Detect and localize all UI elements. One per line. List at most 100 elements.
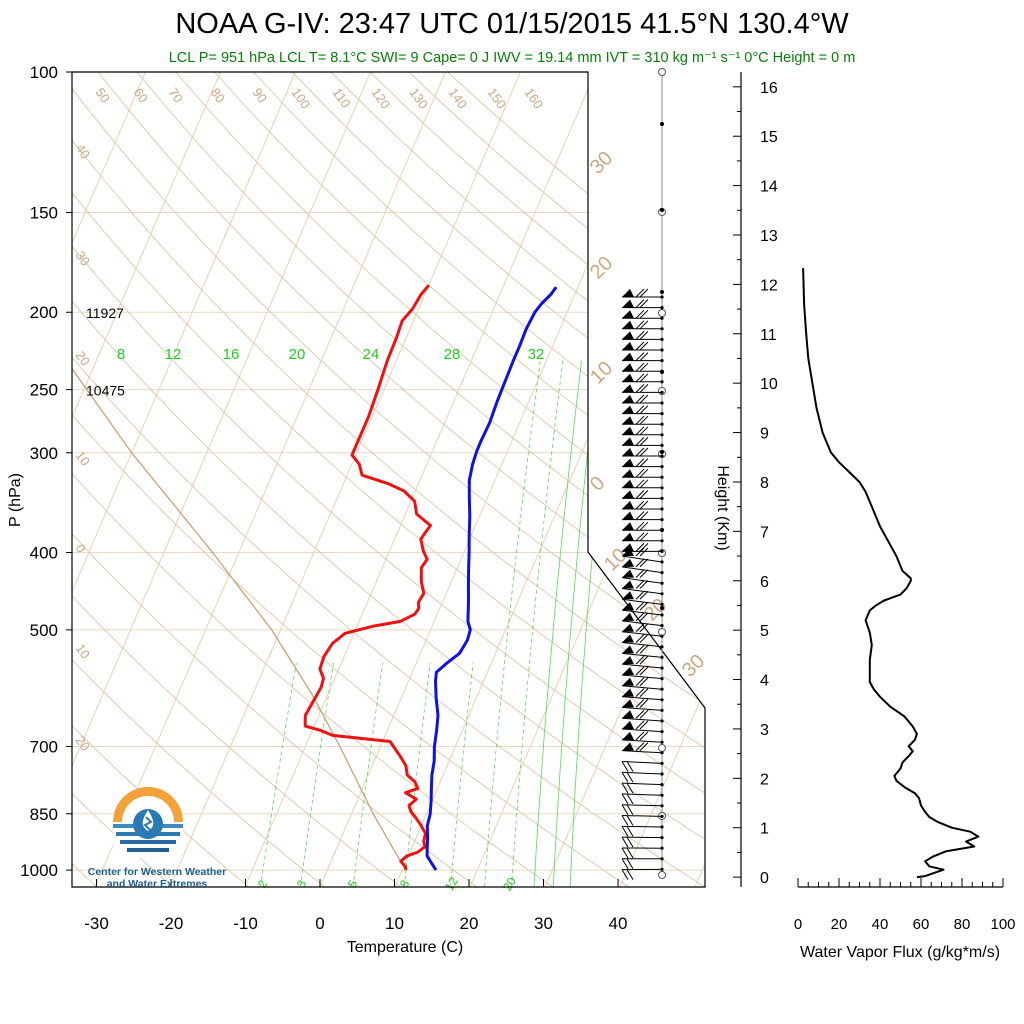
isotherm-label: 110 [330, 85, 354, 111]
mixing-ratio-line [552, 360, 598, 887]
temperature-trace [303, 284, 432, 871]
wind-barb [621, 644, 664, 660]
dry-adiabat-line [72, 72, 326, 887]
isotherm-label: 90 [250, 85, 271, 105]
height-axis-tick-label: 3 [760, 722, 769, 739]
height-axis-tick-label: 10 [760, 376, 778, 393]
wind-barb [622, 299, 664, 310]
isotherm-label: 30 [586, 147, 617, 178]
wind-marker-circle [658, 68, 666, 76]
dry-adiabat-line [72, 72, 705, 887]
mixing-ratio-line [403, 662, 431, 887]
wind-barb [622, 521, 664, 532]
x-axis-tick-label: 20 [460, 914, 479, 933]
wind-barb [622, 405, 664, 416]
wind-barb [621, 771, 664, 783]
isotherm-line [394, 72, 705, 887]
wind-barb [622, 288, 664, 299]
wind-barb [621, 558, 664, 575]
wind-barb [621, 814, 664, 826]
height-axis-tick-label: 5 [760, 623, 769, 640]
y-axis-tick-label: 850 [30, 805, 58, 824]
wind-barb [622, 468, 664, 479]
height-label: 10475 [86, 383, 125, 399]
mixing-ratio-label: 12 [165, 346, 182, 363]
mixing-ratio-label: 12 [442, 874, 461, 893]
wind-barb [621, 612, 664, 628]
isotherm-label: 70 [166, 85, 187, 105]
isotherm-line [770, 72, 1024, 887]
mixing-ratio-label: 28 [444, 346, 461, 363]
wind-barb [621, 825, 664, 837]
isotherm-label: 20 [73, 348, 94, 368]
mixing-ratio-label: 5 [345, 877, 361, 890]
dewpoint-trace [425, 286, 558, 871]
wind-barb [621, 742, 664, 755]
dry-adiabat-line [214, 72, 705, 887]
chart-title: NOAA G-IV: 23:47 UTC 01/15/2015 41.5°N 1… [175, 8, 849, 40]
isotherm-label: 100 [289, 85, 314, 111]
x-axis-tick-label: 30 [534, 914, 553, 933]
wind-barb [622, 341, 664, 352]
height-axis-tick-label: 6 [760, 574, 769, 591]
flux-x-axis-tick-label: 0 [794, 916, 802, 933]
isotherm-line [72, 72, 146, 887]
wind-barb-column [621, 68, 666, 880]
height-label: 11927 [86, 305, 124, 321]
wind-barb [621, 760, 664, 772]
wind-barb [622, 320, 664, 331]
isotherm-label: 10 [586, 357, 617, 388]
wind-barb [622, 447, 664, 458]
flux-x-axis-tick-label: 40 [872, 916, 889, 933]
height-axis-tick-label: 12 [760, 277, 778, 294]
x-axis-tick-label: 10 [385, 914, 404, 933]
wind-barb [622, 437, 664, 447]
wind-marker-dot [660, 208, 664, 212]
wind-barb [622, 384, 664, 394]
isotherm-line [72, 72, 296, 887]
mixing-ratio-line [450, 662, 474, 887]
wind-barb [621, 634, 664, 649]
wind-barb [621, 547, 664, 564]
x-axis-tick-label: -30 [84, 914, 109, 933]
wind-barb [622, 426, 664, 437]
wind-barb [621, 731, 664, 744]
height-axis-tick-label: 0 [760, 870, 769, 887]
mixing-ratio-label: 32 [528, 346, 545, 363]
isotherm-label: 160 [522, 85, 547, 111]
wind-barb [621, 857, 664, 870]
wind-barb [621, 655, 664, 670]
isotherm-line [72, 72, 371, 887]
wind-marker-circle [658, 871, 666, 879]
wind-barb [621, 699, 664, 713]
mixing-ratio-line [569, 360, 613, 887]
wind-barb [622, 500, 664, 511]
dry-adiabat-line [97, 72, 705, 887]
y-axis-tick-label: 1000 [20, 861, 58, 880]
height-axis-tick-label: 13 [760, 228, 778, 245]
mixing-ratio-label: 20 [289, 346, 306, 363]
flux-x-axis-tick-label: 80 [954, 916, 971, 933]
wind-barb [622, 532, 664, 543]
height-axis-tick-label: 4 [760, 673, 769, 690]
mixing-ratio-label: 2 [255, 877, 271, 890]
chart-subtitle: LCL P= 951 hPa LCL T= 8.1°C SWI= 9 Cape=… [168, 50, 856, 66]
wind-marker-dot [660, 606, 664, 610]
wind-barb [622, 479, 664, 490]
mixing-ratio-line [299, 662, 334, 887]
y-axis-tick-label: 150 [30, 204, 58, 223]
wind-barb [622, 543, 664, 554]
isotherm-label: 20 [640, 594, 671, 625]
wind-barb [621, 666, 664, 681]
wind-barb [621, 782, 664, 794]
isotherm-line [244, 72, 596, 887]
isotherm-label: 60 [131, 85, 152, 105]
dry-adiabat-line [72, 72, 554, 887]
dry-adiabat-line [72, 72, 705, 887]
cw3e-logo: Center for Western Weather and Water Ext… [82, 784, 232, 894]
logo-text-line1: Center for Western Weather [87, 866, 227, 878]
flux-x-axis-tick-label: 100 [990, 916, 1015, 933]
isotherm-label: 50 [93, 85, 114, 105]
dry-adiabat-line [72, 72, 249, 887]
isotherm-label: 80 [208, 85, 229, 105]
